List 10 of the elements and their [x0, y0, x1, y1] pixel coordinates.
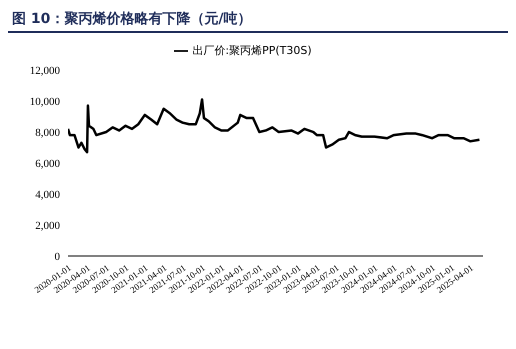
y-tick-label: 10,000	[30, 96, 60, 108]
y-tick-label: 2,000	[35, 220, 60, 232]
y-tick-label: 12,000	[30, 64, 60, 77]
y-tick-label: 8,000	[35, 126, 60, 139]
y-tick-label: 0	[54, 250, 60, 263]
y-tick-label: 4,000	[35, 188, 60, 201]
legend-label: 出厂价:聚丙烯PP(T30S)	[192, 44, 312, 57]
chart-title: 图 10：聚丙烯价格略有下降（元/吨）	[8, 8, 508, 33]
y-tick-label: 6,000	[35, 158, 60, 170]
line-series	[68, 98, 481, 154]
